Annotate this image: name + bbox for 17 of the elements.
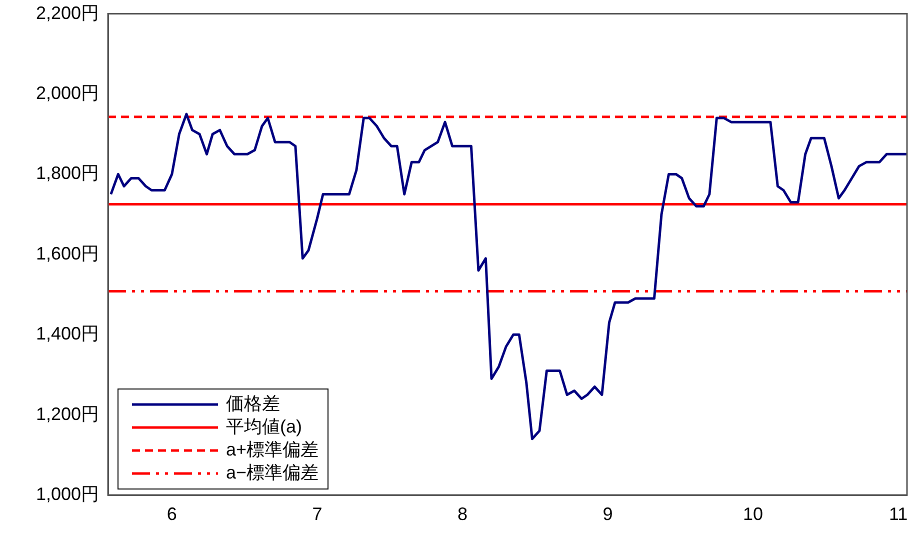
x-tick-label: 9 bbox=[602, 504, 613, 524]
x-tick-label: 10 bbox=[742, 504, 764, 524]
legend-label: 価格差 bbox=[226, 393, 280, 414]
x-tick-label: 8 bbox=[457, 504, 468, 524]
y-tick-label: 2,000円 bbox=[36, 82, 99, 103]
y-tick-label: 1,800円 bbox=[36, 163, 99, 184]
legend-label: a−標準偏差 bbox=[226, 462, 319, 482]
x-tick-label: 11 bbox=[888, 504, 908, 524]
y-tick-label: 1,200円 bbox=[36, 404, 99, 424]
legend-label: a+標準偏差 bbox=[226, 439, 319, 460]
legend-label: 平均値(a) bbox=[226, 416, 302, 436]
y-tick-label: 1,400円 bbox=[36, 324, 99, 344]
x-tick-label: 7 bbox=[312, 504, 322, 524]
y-tick-label: 1,000円 bbox=[36, 484, 99, 504]
x-tick-label: 6 bbox=[166, 504, 177, 524]
y-tick-label: 1,600円 bbox=[36, 243, 99, 264]
y-tick-label: 2,200円 bbox=[36, 2, 99, 23]
